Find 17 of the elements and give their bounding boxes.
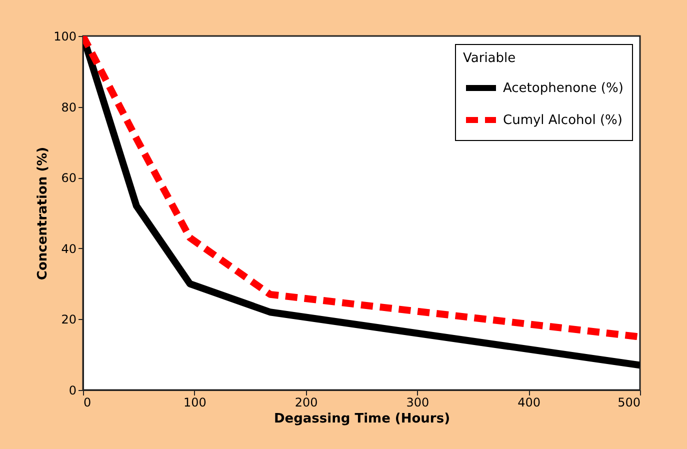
- x-tick-label: 100: [183, 396, 206, 410]
- y-tick-label: 80: [61, 100, 76, 114]
- x-tick-label: 400: [518, 396, 541, 410]
- x-tick-label: 0: [84, 396, 92, 410]
- legend-label: Cumyl Alcohol (%): [503, 113, 622, 128]
- x-tick-label: 200: [294, 396, 318, 410]
- legend-title: Variable: [463, 51, 516, 66]
- y-tick-label: 20: [61, 312, 76, 327]
- y-tick-label: 0: [68, 384, 76, 398]
- y-tick-label: 100: [54, 30, 76, 44]
- y-tick-label: 40: [61, 242, 76, 256]
- y-tick-label: 60: [61, 171, 76, 186]
- x-tick-label: 300: [406, 396, 430, 410]
- x-axis-title: Degassing Time (Hours): [274, 412, 450, 426]
- y-axis-title: Concentration (%): [36, 146, 51, 280]
- x-tick-label: 500: [618, 396, 640, 410]
- legend-label: Acetophenone (%): [503, 81, 624, 96]
